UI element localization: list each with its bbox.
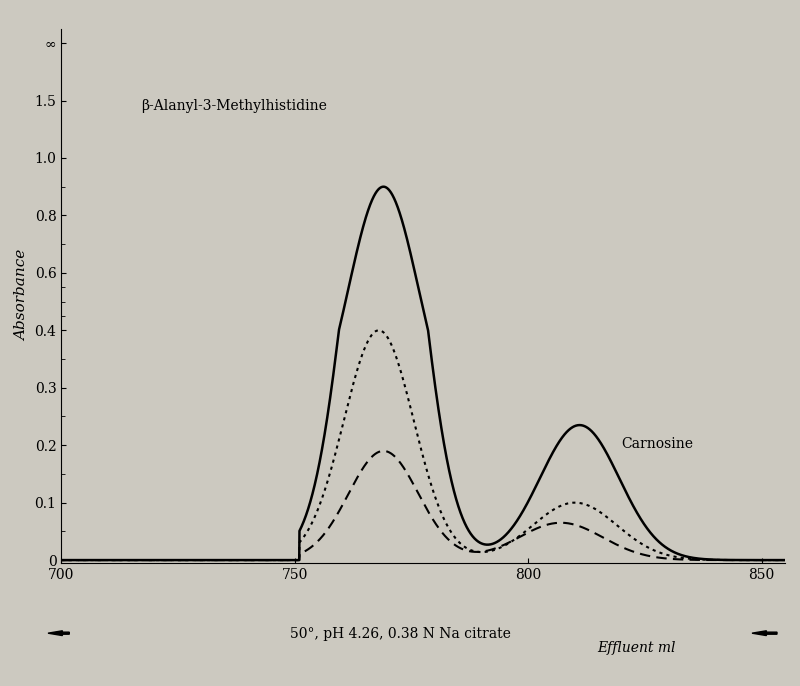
Text: Carnosine: Carnosine [622,437,694,451]
Y-axis label: Absorbance: Absorbance [15,250,29,342]
Text: β-Alanyl-3-Methylhistidine: β-Alanyl-3-Methylhistidine [141,99,326,113]
Text: Effluent ml: Effluent ml [597,641,675,655]
Text: 50°, pH 4.26, 0.38 N Na citrate: 50°, pH 4.26, 0.38 N Na citrate [290,627,510,641]
